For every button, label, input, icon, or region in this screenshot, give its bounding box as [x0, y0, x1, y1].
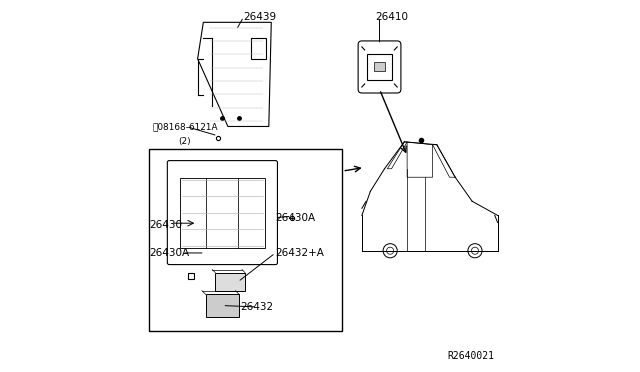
Text: Ⓢ08168-6121A: Ⓢ08168-6121A	[152, 122, 218, 131]
Text: 26432+A: 26432+A	[275, 248, 324, 258]
Text: 26439: 26439	[244, 12, 277, 22]
Text: (2): (2)	[179, 137, 191, 146]
Bar	[374, 62, 385, 71]
Bar	[180, 177, 265, 248]
Text: 26410: 26410	[375, 12, 408, 22]
Text: 26432: 26432	[240, 302, 273, 312]
Bar	[205, 294, 239, 317]
Bar	[251, 38, 266, 59]
Bar	[367, 54, 392, 80]
Bar	[149, 149, 342, 331]
Text: 26430A: 26430A	[275, 213, 316, 222]
Text: 26430: 26430	[149, 220, 182, 230]
Text: R2640021: R2640021	[448, 351, 495, 361]
Bar	[215, 273, 245, 291]
Text: 26430A: 26430A	[149, 248, 189, 258]
